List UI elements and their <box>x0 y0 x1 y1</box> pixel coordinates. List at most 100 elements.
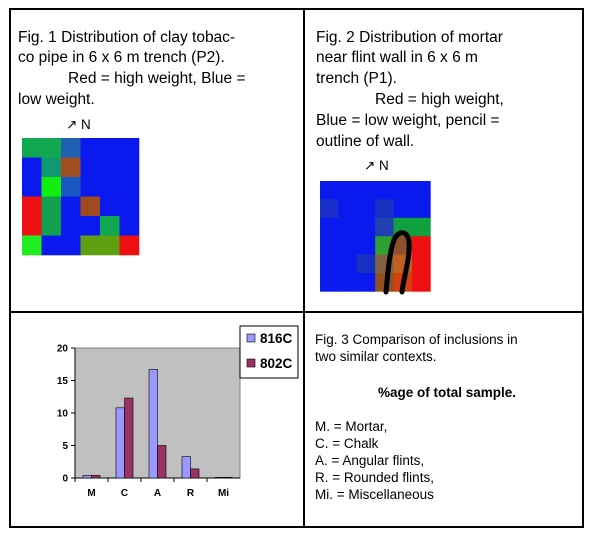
bar <box>223 477 233 479</box>
grid-cell <box>22 157 42 178</box>
grid-cell <box>320 254 339 274</box>
caption-line: near flint wall in 6 x 6 m <box>316 49 478 66</box>
bar <box>124 397 134 479</box>
grid-cell <box>375 199 394 219</box>
y-tick-label: 0 <box>62 474 68 485</box>
table-border <box>9 8 584 528</box>
grid-cell <box>80 196 101 217</box>
caption-line: two similar contexts. <box>315 349 437 364</box>
x-tick-label: A <box>154 488 161 499</box>
grid-cell <box>41 157 62 178</box>
grid-cell <box>61 138 81 158</box>
grid-cell <box>119 157 140 178</box>
key-line: A. = Angular flints, <box>315 453 424 468</box>
grid-cell <box>412 273 431 292</box>
grid-cell <box>320 217 339 237</box>
grid-cell <box>412 254 431 274</box>
grid-cell <box>356 254 376 274</box>
grid-cell <box>22 177 42 197</box>
key-line: C. = Chalk <box>315 436 379 451</box>
grid-cell <box>100 196 120 217</box>
grid-cell <box>356 273 376 292</box>
grid-cell <box>100 177 120 197</box>
north-arrow: ↗ N <box>364 158 389 173</box>
bar <box>115 407 125 479</box>
grid-cell <box>61 196 81 217</box>
grid-cell <box>356 181 376 200</box>
y-tick-label: 15 <box>57 376 69 387</box>
x-tick-label: Mi <box>218 488 229 499</box>
y-tick-label: 10 <box>57 409 69 420</box>
grid-cell <box>338 217 358 237</box>
grid-cell <box>22 235 42 256</box>
grid-cell <box>41 177 62 197</box>
grid-cell <box>80 138 101 158</box>
grid-cell <box>22 138 42 158</box>
caption-line: Fig. 3 Comparison of inclusions in <box>315 332 518 347</box>
grid-cell <box>80 216 101 236</box>
grid-cell <box>100 138 120 158</box>
grid-cell <box>320 236 339 255</box>
grid-cell <box>61 157 81 178</box>
wall-outline <box>383 230 412 295</box>
grid-cell <box>320 199 339 219</box>
grid-cell <box>412 217 431 237</box>
grid-cell <box>100 157 120 178</box>
x-tick-label: C <box>121 488 128 499</box>
grid-cell <box>338 236 358 255</box>
caption-line: Red = high weight, Blue = <box>68 70 246 87</box>
grid-cell <box>100 216 120 236</box>
bar <box>157 445 167 479</box>
grid-cell <box>320 273 339 292</box>
grid-cell <box>338 254 358 274</box>
grid-cell <box>338 199 358 219</box>
grid-cell <box>375 217 394 237</box>
legend-label: 816C <box>260 331 293 346</box>
grid-cell <box>41 138 62 158</box>
grid-cell <box>41 216 62 236</box>
heading: %age of total sample. <box>378 385 516 400</box>
grid-cell <box>61 235 81 256</box>
grid-cell <box>80 157 101 178</box>
bar <box>82 475 92 479</box>
caption-line: low weight. <box>18 91 95 108</box>
legend-swatch <box>246 358 256 368</box>
grid-cell <box>356 199 376 219</box>
grid-cell <box>375 181 394 200</box>
bar <box>190 468 200 479</box>
grid-cell <box>22 216 42 236</box>
grid-cell <box>119 196 140 217</box>
key-line: M. = Mortar, <box>315 419 387 434</box>
grid-cell <box>412 199 431 219</box>
north-arrow: ↗ N <box>66 117 91 132</box>
content: Fig. 1 Distribution of clay tobac-co pip… <box>18 29 518 502</box>
grid-cell <box>41 196 62 217</box>
grid-cell <box>100 235 120 256</box>
key-line: Mi. = Miscellaneous <box>315 487 434 502</box>
caption-line: outline of wall. <box>316 133 414 150</box>
grid-cell <box>393 181 413 200</box>
bar <box>214 477 224 479</box>
grid-cell <box>80 235 101 256</box>
grid-cell <box>338 273 358 292</box>
caption-line: trench (P1). <box>316 70 397 87</box>
grid-cell <box>356 236 376 255</box>
caption-line: Fig. 1 Distribution of clay tobac- <box>18 29 235 46</box>
y-tick-label: 20 <box>57 344 69 355</box>
bar <box>181 456 191 479</box>
bar <box>91 475 101 479</box>
grid-cell <box>412 181 431 200</box>
grid-cell <box>393 199 413 219</box>
caption-line: Red = high weight, <box>375 91 504 108</box>
key-line: R. = Rounded flints, <box>315 470 434 485</box>
caption-line: Blue = low weight, pencil = <box>316 112 500 129</box>
grid-cell <box>61 177 81 197</box>
x-tick-label: M <box>87 488 95 499</box>
caption-line: Fig. 2 Distribution of mortar <box>316 29 503 46</box>
legend-label: 802C <box>260 356 293 371</box>
legend-swatch <box>246 333 256 343</box>
grid-cell <box>320 181 339 200</box>
bar <box>148 369 158 479</box>
caption-line: co pipe in 6 x 6 m trench (P2). <box>18 49 225 66</box>
